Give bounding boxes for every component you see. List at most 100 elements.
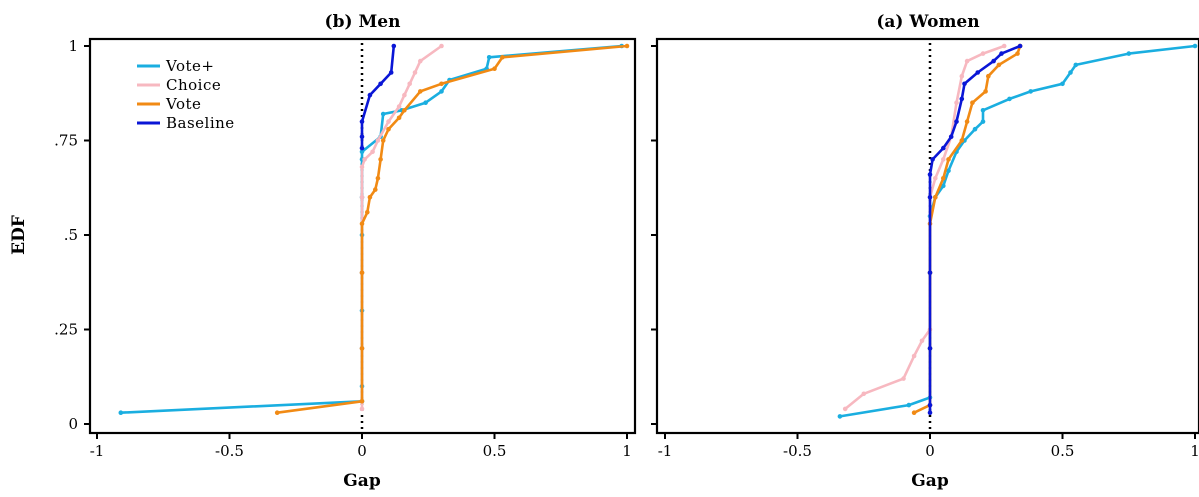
data-point xyxy=(1060,81,1065,87)
series-baseline xyxy=(927,43,1023,416)
data-point xyxy=(359,270,365,276)
data-point xyxy=(901,376,906,381)
data-point xyxy=(927,402,933,408)
data-point xyxy=(492,66,497,71)
data-point xyxy=(972,126,978,132)
series-choice xyxy=(842,43,1007,412)
x-tick-label: 0 xyxy=(925,442,935,460)
data-point xyxy=(933,176,938,181)
y-axis-title: EDF xyxy=(9,215,29,255)
data-point xyxy=(927,410,933,416)
data-point xyxy=(1126,51,1132,56)
data-point xyxy=(402,92,407,98)
data-point xyxy=(911,353,917,359)
data-point xyxy=(946,168,951,173)
data-point xyxy=(964,58,970,64)
data-point xyxy=(402,108,407,113)
data-point xyxy=(423,100,428,105)
legend-label: Vote+ xyxy=(165,57,214,75)
data-point xyxy=(418,58,423,64)
data-point xyxy=(930,157,935,162)
data-point xyxy=(365,210,370,215)
data-point xyxy=(861,391,867,397)
data-point xyxy=(1001,43,1007,49)
data-point xyxy=(941,145,946,151)
data-point xyxy=(375,176,381,181)
x-tick-label: 0.5 xyxy=(1051,442,1075,460)
data-point xyxy=(948,134,954,139)
x-tick-label: -1 xyxy=(90,442,105,460)
y-tick-label: .25 xyxy=(54,321,78,339)
data-point xyxy=(359,119,365,124)
data-point xyxy=(367,92,373,98)
data-point xyxy=(486,55,492,60)
data-point xyxy=(980,108,986,113)
data-point xyxy=(373,187,378,192)
data-point xyxy=(1073,62,1079,68)
data-point xyxy=(970,100,975,105)
data-point xyxy=(362,157,367,162)
y-tick-label: 0 xyxy=(68,415,78,433)
data-point xyxy=(375,138,381,143)
x-axis-title: Gap xyxy=(911,471,949,491)
data-point xyxy=(927,346,933,351)
data-point xyxy=(999,51,1004,56)
data-point xyxy=(359,134,365,139)
y-tick-label: 1 xyxy=(68,37,78,55)
plot-frame xyxy=(655,37,1199,435)
data-point xyxy=(359,346,365,351)
x-tick-label: -1 xyxy=(658,442,673,460)
series-vote-plus xyxy=(837,43,1198,419)
panel-title: (a) Women xyxy=(876,12,979,32)
data-point xyxy=(1007,96,1012,102)
data-point xyxy=(1192,43,1198,49)
data-point xyxy=(359,406,365,412)
data-point xyxy=(1028,89,1033,94)
data-point xyxy=(927,194,933,200)
data-point xyxy=(386,119,391,124)
data-point xyxy=(933,194,938,200)
data-point xyxy=(919,338,925,344)
data-point xyxy=(986,73,991,79)
data-point xyxy=(388,70,394,75)
data-point xyxy=(407,81,413,87)
data-point xyxy=(274,410,280,416)
data-point xyxy=(380,138,386,143)
data-point xyxy=(996,62,1002,68)
data-point xyxy=(1068,70,1073,75)
x-axis-title: Gap xyxy=(343,471,381,491)
x-tick-label: -0.5 xyxy=(215,442,244,460)
data-point xyxy=(418,89,423,94)
data-point xyxy=(1015,51,1020,56)
data-point xyxy=(954,119,959,124)
x-tick-label: -0.5 xyxy=(783,442,812,460)
data-point xyxy=(439,43,444,49)
data-point xyxy=(941,157,946,162)
chart-panel-1: (a) Women Gap -1 -0.5 0 0.5 1 xyxy=(651,12,1199,491)
legend-label: Choice xyxy=(166,76,221,94)
data-point xyxy=(842,406,848,412)
data-point xyxy=(359,399,365,404)
data-point xyxy=(396,104,402,109)
data-point xyxy=(359,145,365,151)
data-point xyxy=(941,183,946,189)
data-point xyxy=(359,164,365,170)
data-point xyxy=(954,100,959,105)
data-point xyxy=(118,410,124,416)
data-point xyxy=(980,119,986,124)
data-point xyxy=(439,89,444,94)
data-point xyxy=(980,51,986,56)
series-baseline xyxy=(359,43,397,151)
data-point xyxy=(959,96,965,102)
series-line xyxy=(839,44,1196,418)
data-point xyxy=(396,115,402,121)
data-point xyxy=(975,70,980,75)
series-line xyxy=(928,44,1021,413)
data-point xyxy=(1017,43,1023,49)
series-line xyxy=(844,44,1005,410)
data-point xyxy=(941,176,946,181)
data-point xyxy=(359,194,365,200)
